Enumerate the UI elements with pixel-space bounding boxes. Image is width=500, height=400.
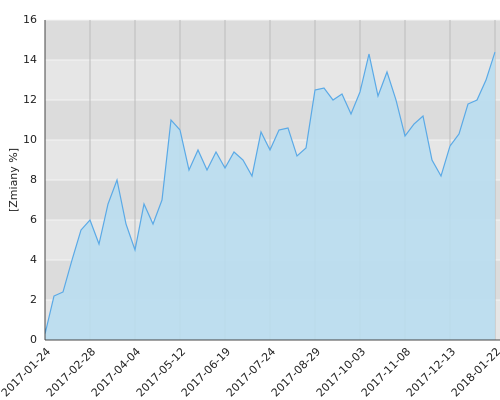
- line: [44, 51, 496, 335]
- y-tick-label: 4: [30, 253, 37, 266]
- y-tick-label: 6: [30, 213, 37, 226]
- y-tick-label: 10: [23, 133, 37, 146]
- y-tick-label: 2: [30, 293, 37, 306]
- y-tick-label: 12: [23, 93, 37, 106]
- y-tick-label: 8: [30, 173, 37, 186]
- y-tick-label: 0: [30, 333, 37, 346]
- y-tick-label: 14: [23, 53, 37, 66]
- band: [45, 100, 500, 140]
- area: [45, 52, 495, 340]
- y-tick-label: 16: [23, 13, 37, 26]
- y-axis-label: [Zmiany %]: [7, 148, 20, 212]
- band: [45, 60, 500, 100]
- band: [45, 20, 500, 60]
